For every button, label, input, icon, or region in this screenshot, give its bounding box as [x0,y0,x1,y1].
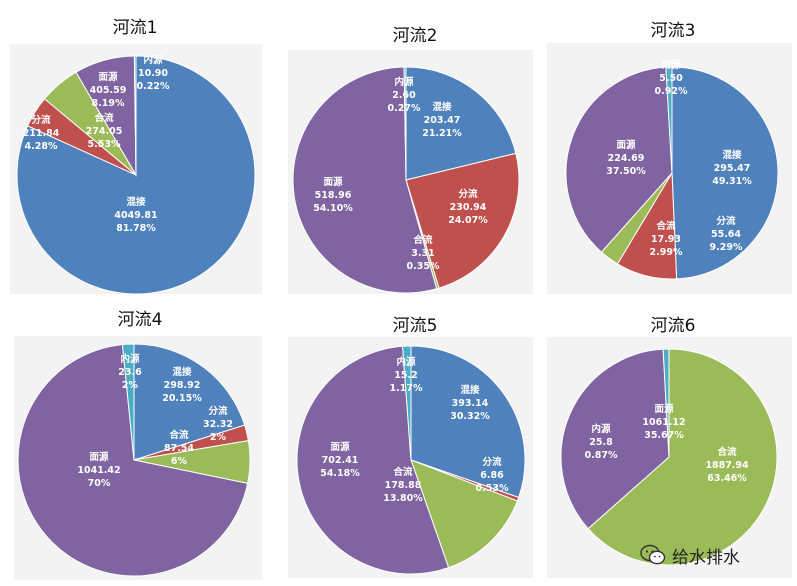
data-label-3-3: 合流 17.93 2.99% [650,220,683,258]
data-label-3-5: 内源 5.50 0.92% [655,59,688,97]
chart-title-3: 河流3 [650,21,696,41]
data-label-3-1: 混接 295.47 49.31% [712,149,752,187]
watermark-text: 给水排水 [672,547,740,568]
data-label-4-2: 分流 32.32 2% [203,405,233,443]
data-label-2-2: 分流 230.94 24.07% [448,188,488,226]
pie-chart-1: 混接 4049.81 81.78% 分流 211.84 4.28% 合流 274.05 5.53… [16,54,256,295]
pie-chart-5: 混接 393.14 30.32% 分流 6.86 0.53% 合流 178.88 13.80% 面… [296,345,526,575]
data-label-2-1: 混接 203.47 21.21% [422,101,462,139]
data-label-5-1: 混接 393.14 30.32% [450,384,490,422]
pie-slice-2-2 [405,152,520,289]
chart-title-4: 河流4 [117,310,163,330]
pie-slice-3-1 [671,66,779,280]
pie-slice-2-1 [405,66,517,181]
pie-slice-3-4 [565,66,673,253]
data-label-5-5: 内源 15.2 1.17% [390,356,423,394]
data-label-4-1: 混接 298.92 20.15% [162,366,202,404]
data-label-4-4: 面源 1041.42 70% [77,451,120,489]
pie-slice-4-1 [133,343,246,461]
data-label-6-1: 合流 1887.94 63.46% [705,446,749,484]
chart-title-1: 河流1 [112,18,158,38]
chart-title-2: 河流2 [392,26,438,46]
data-label-2-4: 面源 518.96 54.10% [313,176,353,214]
pie-slice-2-4 [292,66,438,294]
wechat-icon [640,544,666,565]
data-label-5-3: 合流 178.88 13.80% [383,466,423,504]
data-label-6-3: 内源 25.8 0.87% [585,423,618,461]
pie-slice-4-5 [121,343,135,461]
chart-title-5: 河流5 [392,316,438,336]
chart-title-6: 河流6 [650,316,696,336]
data-label-1-4: 面源 405.59 8.19% [90,71,127,109]
pie-slice-6-2 [560,348,670,530]
pie-chart-2: 混接 203.47 21.21% 分流 230.94 24.07%合流 3.31 0.35% 面… [292,66,520,294]
data-label-5-2: 分流 6.86 0.53% [476,456,509,494]
data-label-3-2: 分流 55.64 9.29% [710,215,743,253]
pie-slice-1-5 [133,55,137,176]
pie-chart-4: 混接 298.92 20.15%分流 32.32 2% 合流 87.54 6% 面源 1041.4… [17,343,251,577]
data-label-4-3: 合流 87.54 6% [164,429,194,467]
data-label-6-2: 面源 1061.12 35.67% [642,403,685,441]
pie-slice-5-3 [410,459,519,569]
pie-chart-6: 合流 1887.94 63.46% 面源 1061.12 35.67% 内源 25.8 0.87… [560,348,778,566]
data-label-1-2: 分流 211.84 4.28% [23,114,60,152]
pie-chart-3: 混接 295.47 49.31% 分流 55.64 9.29% 合流 17.93 2.99% 面源… [565,59,779,280]
pie-slice-4-4 [17,344,249,577]
data-label-3-4: 面源 224.69 37.50% [606,139,646,177]
data-label-1-3: 合流 274.05 5.53% [86,112,123,150]
data-label-1-5: 内源 10.90 0.22% [137,54,170,92]
pie-slice-3-5 [665,66,673,174]
watermark: 给水排水 [640,540,792,570]
data-label-4-5: 内源 23.6 2% [118,353,142,391]
pie-slice-2-5 [403,66,407,181]
pie-slice-5-5 [402,345,412,461]
data-label-5-4: 面源 702.41 54.18% [320,441,360,479]
pie-slice-5-4 [296,345,450,575]
pie-slice-5-1 [410,345,526,499]
data-label-2-5: 内源 2.60 0.27% [388,76,421,114]
data-label-2-3: 合流 3.31 0.35% [407,234,440,272]
pie-slice-6-3 [662,348,670,458]
data-label-1-1: 混接 4049.81 81.78% [114,196,157,234]
pie-slice-6-1 [587,348,778,566]
